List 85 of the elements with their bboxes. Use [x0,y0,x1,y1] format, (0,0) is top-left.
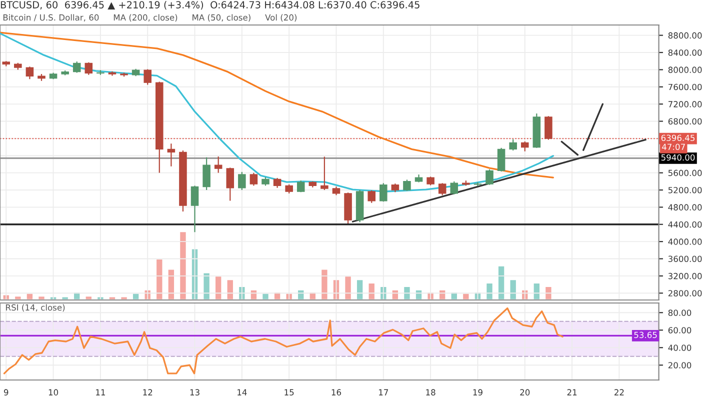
x-tick-label: 11 [96,389,105,396]
x-tick-label: 15 [284,389,294,396]
candlestick [226,167,234,202]
y-tick-label: 4800.00 [668,204,702,210]
candlestick [190,185,199,233]
x-tick-label: 22 [614,389,624,396]
x-tick-label: 18 [426,389,436,396]
x-tick-label: 9 [4,389,8,396]
y-tick-label: 40.00 [668,344,692,351]
candlestick [438,182,446,196]
candlestick [144,68,152,86]
y-tick-label: 80.00 [668,310,692,316]
bar [367,282,376,300]
y-tick-label: 3200.00 [668,272,702,280]
candlestick [380,182,388,202]
y-tick-label: 4400.00 [668,221,702,228]
candlestick [238,171,246,191]
bar [226,278,234,300]
ref-line-label: 5940.00 [661,154,695,161]
bar [356,278,364,300]
text: Vol (20) [265,14,297,22]
bar [214,275,223,300]
candlestick [544,116,552,140]
x-tick-label: 20 [520,389,530,396]
bar [84,295,93,300]
y-tick-label: 2800.00 [668,290,702,296]
bar [344,275,352,300]
candlestick [250,172,258,186]
x-tick-label: 12 [143,389,152,396]
x-tick-label: 16 [332,389,342,396]
candlestick [403,179,411,192]
x-tick-label: 13 [190,389,200,396]
y-tick-label: 60.00 [668,327,692,334]
bar [508,278,518,300]
y-tick-label: 20.00 [668,362,692,368]
bar [402,286,412,300]
chart-title: BTCUSD, 60 6396.45 ▲ +210.19 (+3.4%) O:6424.73 H:6434.08 L:6370.40 C:6396.45 [0,0,420,10]
candlestick [167,143,176,167]
candlestick [450,180,458,195]
y-tick-label: 6800.00 [668,118,702,125]
candlestick [214,156,222,174]
y-tick-label: 7200.00 [668,101,702,108]
annotation: RSI (14, close) [6,304,65,312]
y-tick-label: 8000.00 [668,66,702,73]
y-tick-label: 4000.00 [668,238,702,245]
bar [532,282,541,300]
bar [320,268,329,300]
bar [202,272,211,300]
bar [544,286,553,300]
candlestick [84,62,93,76]
x-tick-label: 10 [48,389,58,396]
candlestick [72,60,81,74]
y-tick-label: 5200.00 [668,186,702,194]
bar [155,258,164,300]
bar [14,295,22,300]
bar [166,268,176,300]
x-tick-label: 14 [238,389,247,396]
text: Bitcoin / U.S. Dollar, 60 [3,14,99,22]
bar [497,264,506,300]
text: MA (50, close) [192,14,250,22]
ref-line-label: 6396.45 [661,134,695,142]
candlestick [202,156,210,191]
y-tick-label: 7600.00 [668,84,702,90]
y-tick-label: 3600.00 [668,256,702,262]
bar [178,230,188,300]
x-tick-label: 19 [473,389,482,396]
x-tick-label: 21 [567,389,577,396]
candlestick [520,140,529,152]
candlestick [273,177,282,188]
y-tick-label: 8800.00 [668,32,702,39]
annotation: 47:07 [662,144,685,150]
bar [332,278,340,300]
candlestick [368,190,376,204]
y-tick-label: 5600.00 [668,170,702,176]
bar [37,295,46,300]
ref-line-label: 53.65 [634,332,657,338]
candlestick [509,138,517,152]
candlestick [26,66,34,80]
candlestick [486,168,494,186]
candlestick [285,184,293,194]
x-tick-label: 17 [379,389,388,396]
candlestick [320,156,328,191]
text: MA (200, close) [114,14,178,22]
candlestick [497,147,506,172]
y-tick-label: 8400.00 [668,49,702,56]
